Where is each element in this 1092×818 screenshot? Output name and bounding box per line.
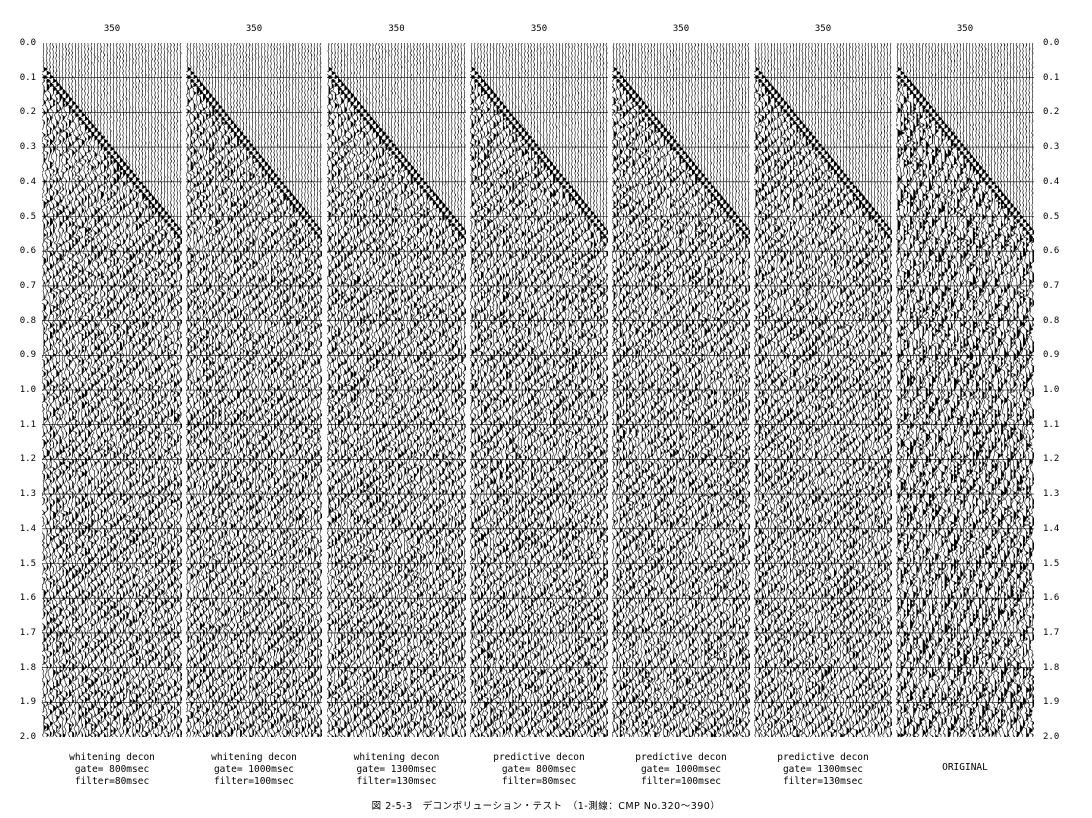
seismic-trace: [896, 43, 902, 737]
time-tick-right: 1.7: [1043, 627, 1060, 638]
time-tick-right: 0.3: [1043, 142, 1060, 153]
panel-caption-line: predictive decon: [635, 752, 727, 763]
panel-caption-line: filter=100msec: [213, 776, 295, 787]
panel-caption-line: gate= 800msec: [74, 764, 150, 775]
cdp-label: 350: [103, 24, 121, 34]
seismic-panel-p6: [754, 43, 892, 737]
time-tick-right: 1.0: [1043, 385, 1060, 395]
time-tick-left: 0.2: [19, 107, 36, 118]
time-tick-left: 0.5: [19, 211, 36, 222]
panel-caption-line: whitening decon: [211, 752, 297, 763]
time-tick-left: 1.2: [19, 454, 36, 465]
time-tick-right: 1.8: [1043, 662, 1060, 673]
time-tick-right: 0.6: [1043, 246, 1060, 257]
time-tick-right: 1.3: [1043, 489, 1060, 500]
panel-caption-line: predictive decon: [493, 752, 585, 763]
time-tick-right: 0.5: [1043, 211, 1060, 222]
seismic-panel-p2: [186, 43, 322, 737]
panel-caption-line: whitening decon: [69, 752, 155, 763]
time-tick-right: 1.4: [1043, 523, 1060, 534]
time-tick-left: 0.8: [19, 315, 36, 326]
panel-caption-line: filter=80msec: [74, 776, 150, 787]
panel-caption-line: gate= 800msec: [501, 764, 577, 775]
panel-caption: whitening decon gate= 800msec filter=80mse…: [36, 752, 188, 788]
panel-caption: whitening decon gate= 1000msec filter=100m…: [180, 752, 328, 788]
time-tick-left: 1.5: [19, 558, 36, 569]
panel-caption: whitening decon gate= 1300msec filter=130m…: [321, 752, 472, 788]
seismic-panel-p3: [327, 43, 466, 737]
panel-caption-line: whitening decon: [353, 752, 440, 763]
cdp-label: 350: [530, 24, 548, 34]
time-tick-right: 1.6: [1043, 593, 1060, 604]
panel-caption-line: gate= 1000msec: [640, 764, 722, 775]
time-tick-left: 0.1: [19, 72, 36, 83]
time-tick-right: 0.8: [1043, 315, 1060, 326]
cdp-label: 350: [956, 24, 974, 34]
panel-caption: predictive decon gate= 1000msec filter=100…: [606, 752, 756, 788]
time-tick-left: 1.7: [19, 627, 36, 638]
time-tick-left: 0.3: [19, 142, 36, 153]
time-tick-right: 0.7: [1043, 280, 1060, 291]
panel-caption: ORIGINAL: [890, 752, 1040, 774]
cdp-label: 350: [814, 24, 832, 34]
time-tick-left: 1.4: [19, 523, 36, 534]
panel-caption: predictive decon gate= 1300msec filter=130…: [748, 752, 898, 788]
time-tick-right: 0.2: [1043, 107, 1060, 118]
seismic-panel-p1: [42, 43, 182, 737]
seismic-panel-p7: [896, 43, 1034, 737]
time-tick-left: 0.6: [19, 246, 36, 257]
time-tick-left: 0.0: [19, 38, 36, 48]
time-tick-right: 0.0: [1043, 38, 1060, 48]
cdp-label: 350: [672, 24, 690, 34]
panel-caption-line: filter=130msec: [782, 776, 864, 787]
time-tick-left: 1.0: [19, 385, 36, 395]
panel-caption: predictive decon gate= 800msec filter=80ms…: [464, 752, 614, 788]
time-tick-right: 2.0: [1043, 732, 1060, 742]
time-tick-right: 1.2: [1043, 454, 1060, 465]
time-tick-left: 0.4: [19, 176, 36, 187]
panel-caption-line: predictive decon: [777, 752, 869, 763]
time-tick-right: 0.4: [1043, 176, 1060, 187]
time-tick-right: 1.5: [1043, 558, 1060, 569]
cdp-label: 350: [245, 24, 263, 34]
time-tick-right: 1.9: [1043, 697, 1060, 708]
panel-caption-line: filter=130msec: [356, 776, 437, 787]
time-tick-left: 0.9: [19, 350, 36, 361]
time-tick-right: 1.1: [1043, 419, 1060, 430]
time-tick-left: 1.9: [19, 697, 36, 708]
time-tick-right: 0.9: [1043, 350, 1060, 361]
time-tick-left: 1.6: [19, 593, 36, 604]
panel-caption-line: gate= 1300msec: [356, 764, 437, 775]
cdp-label: 350: [388, 24, 405, 34]
panel-caption-line: gate= 1000msec: [213, 764, 295, 775]
seismic-panel-p5: [612, 43, 750, 737]
panel-caption-line: ORIGINAL: [942, 762, 988, 773]
seismic-panel-p4: [470, 43, 608, 737]
panel-caption-line: filter=100msec: [640, 776, 722, 787]
time-tick-left: 1.1: [19, 419, 36, 430]
time-tick-left: 1.8: [19, 662, 36, 673]
figure-caption: 図 2-5-3 デコンボリューション・テスト （1-測線：CMP No.320～…: [371, 801, 721, 812]
time-tick-left: 2.0: [19, 732, 36, 742]
panel-caption-line: filter=80msec: [501, 776, 577, 787]
panel-caption-line: gate= 1300msec: [782, 764, 864, 775]
time-tick-left: 1.3: [19, 489, 36, 500]
time-tick-right: 0.1: [1043, 72, 1060, 83]
time-tick-left: 0.7: [19, 280, 36, 291]
